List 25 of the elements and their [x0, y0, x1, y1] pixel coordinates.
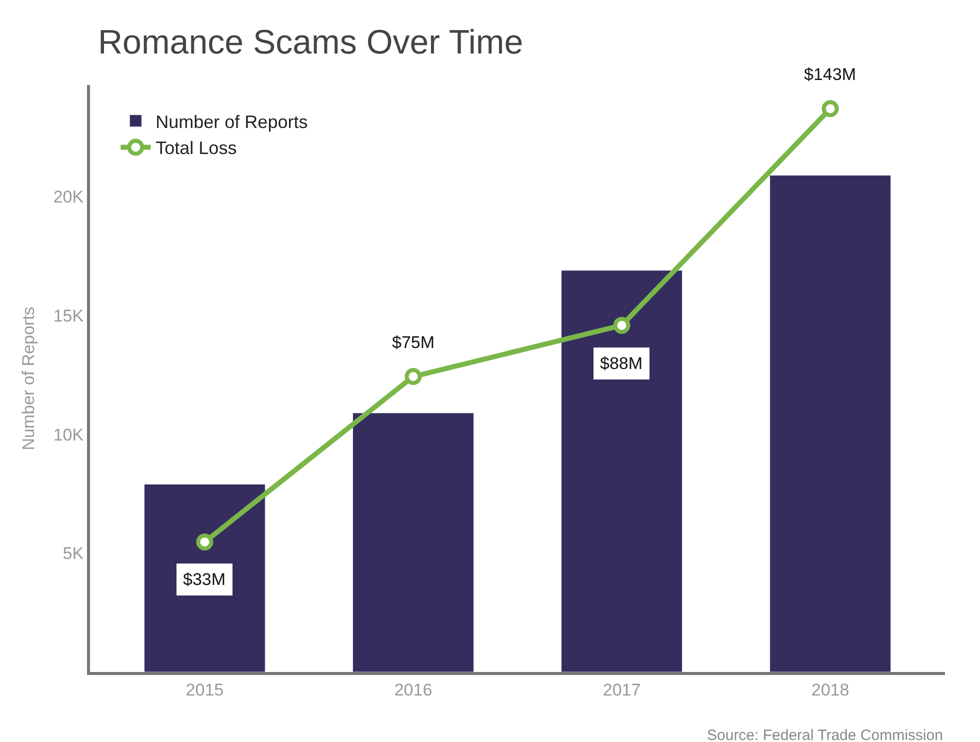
x-tick-label: 2015: [186, 680, 224, 700]
bar: [561, 270, 682, 672]
y-axis-title: Number of Reports: [18, 306, 38, 450]
y-tick-label: 10K: [53, 425, 84, 444]
bar: [770, 175, 892, 672]
y-tick-label: 5K: [62, 544, 84, 564]
source-note: Source: Federal Trade Commission: [707, 727, 943, 742]
data-label: $75M: [392, 333, 435, 352]
y-tick-label: 15K: [53, 306, 84, 326]
legend-label: Number of Reports: [156, 112, 308, 132]
data-label: $143M: [804, 65, 856, 84]
bar: [352, 412, 474, 672]
point: [404, 368, 422, 386]
y-tick-label: 20K: [53, 188, 84, 207]
bar: [144, 484, 266, 672]
x-tick-label: 2017: [602, 680, 641, 700]
x-tick-label: 2016: [394, 680, 432, 700]
point: [822, 100, 839, 118]
point: [196, 533, 214, 550]
data-label: $88M: [600, 354, 643, 373]
data-label: $33M: [183, 570, 226, 589]
legend-label: Total Loss: [156, 138, 237, 158]
x-tick-label: 2018: [811, 680, 850, 700]
point: [613, 316, 630, 334]
chart-title: Romance Scams Over Time: [98, 23, 524, 62]
